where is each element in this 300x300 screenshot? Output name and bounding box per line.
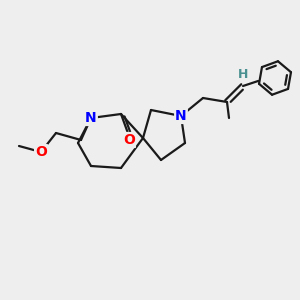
Text: H: H [238, 68, 248, 82]
Text: O: O [35, 145, 47, 159]
Text: N: N [175, 109, 187, 123]
Text: O: O [123, 133, 135, 147]
Text: N: N [85, 111, 97, 125]
